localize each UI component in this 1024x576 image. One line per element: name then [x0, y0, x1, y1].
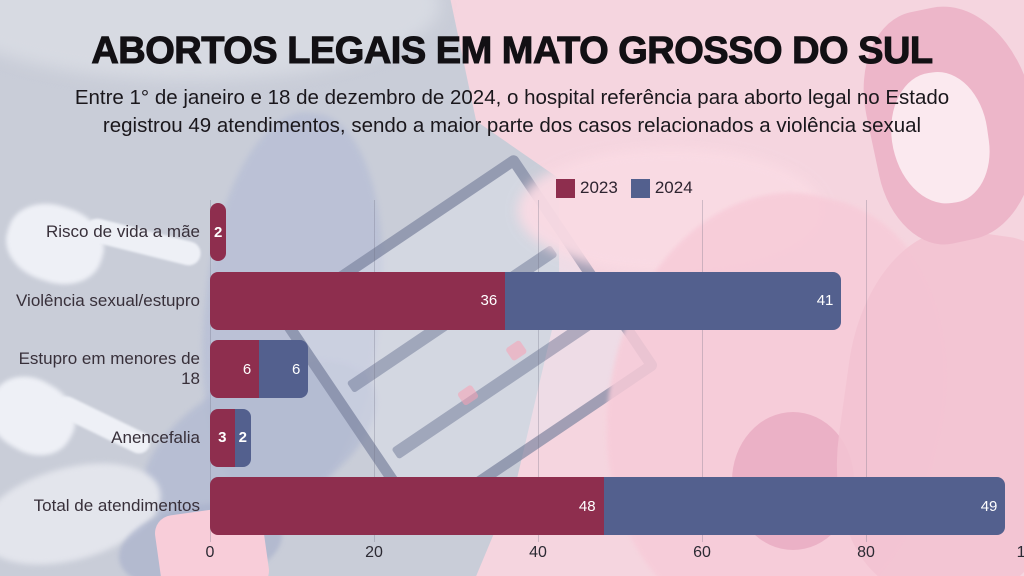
- x-tick-80: 80: [857, 544, 875, 561]
- category-label: Estupro em menores de 18: [18, 349, 200, 388]
- stacked-bar: 2: [210, 203, 227, 261]
- bar-segment-2023: 48: [210, 477, 604, 535]
- chart-row: Violência sexual/estupro 36 41: [0, 271, 1024, 330]
- legend-label: 2024: [654, 178, 693, 197]
- value-label: 2: [214, 223, 223, 241]
- value-label: 48: [578, 497, 596, 515]
- category-label: Total de atendimentos: [33, 496, 200, 515]
- value-label: 36: [480, 292, 498, 309]
- legend-label: 2023: [580, 178, 618, 197]
- chart-row: Risco de vida a mãe 2: [0, 203, 1024, 261]
- bar-segment-2023: 3: [210, 408, 235, 467]
- page-subtitle: Entre 1° de janeiro e 18 de dezembro de …: [74, 86, 950, 137]
- x-tick-40: 40: [529, 544, 547, 561]
- legend-item-2023: 2023: [556, 178, 618, 198]
- x-tick-20: 20: [365, 544, 383, 561]
- value-label: 2: [238, 429, 247, 446]
- page-title: ABORTOS LEGAIS EM MATO GROSSO DO SUL: [91, 30, 934, 73]
- x-tick-100: 100: [1016, 544, 1024, 561]
- value-label: 3: [218, 429, 227, 446]
- chart-row: Estupro em menores de 18 6 6: [0, 340, 1024, 398]
- chart-legend: 2023 2024: [556, 178, 693, 198]
- stacked-bar: 48 49: [210, 477, 1006, 535]
- legend-item-2024: 2024: [630, 178, 693, 198]
- category-label: Anencefalia: [111, 427, 200, 447]
- bar-segment-2024: 6: [259, 340, 309, 398]
- bar-segment-2024: 41: [505, 271, 842, 330]
- value-label: 41: [816, 292, 834, 309]
- legend-swatch-2024: [630, 178, 650, 198]
- value-label: 49: [980, 497, 998, 515]
- category-label: Violência sexual/estupro: [16, 290, 200, 310]
- category-label: Risco de vida a mãe: [45, 222, 200, 241]
- stacked-bar: 36 41: [210, 271, 842, 330]
- chart-row: Anencefalia 3 2: [0, 408, 1024, 467]
- x-tick-0: 0: [205, 544, 215, 561]
- chart-row: Total de atendimentos 48 49: [0, 477, 1024, 535]
- bar-segment-2024: 49: [603, 477, 1006, 535]
- x-tick-60: 60: [693, 544, 711, 561]
- bar-segment-2023: 36: [210, 271, 506, 330]
- bar-segment-2024: 2: [234, 408, 251, 467]
- value-label: 6: [292, 360, 301, 378]
- legend-swatch-2023: [556, 178, 575, 198]
- value-label: 6: [242, 360, 252, 378]
- bar-segment-2023: 6: [210, 340, 260, 398]
- bar-segment-2023: 2: [210, 203, 227, 261]
